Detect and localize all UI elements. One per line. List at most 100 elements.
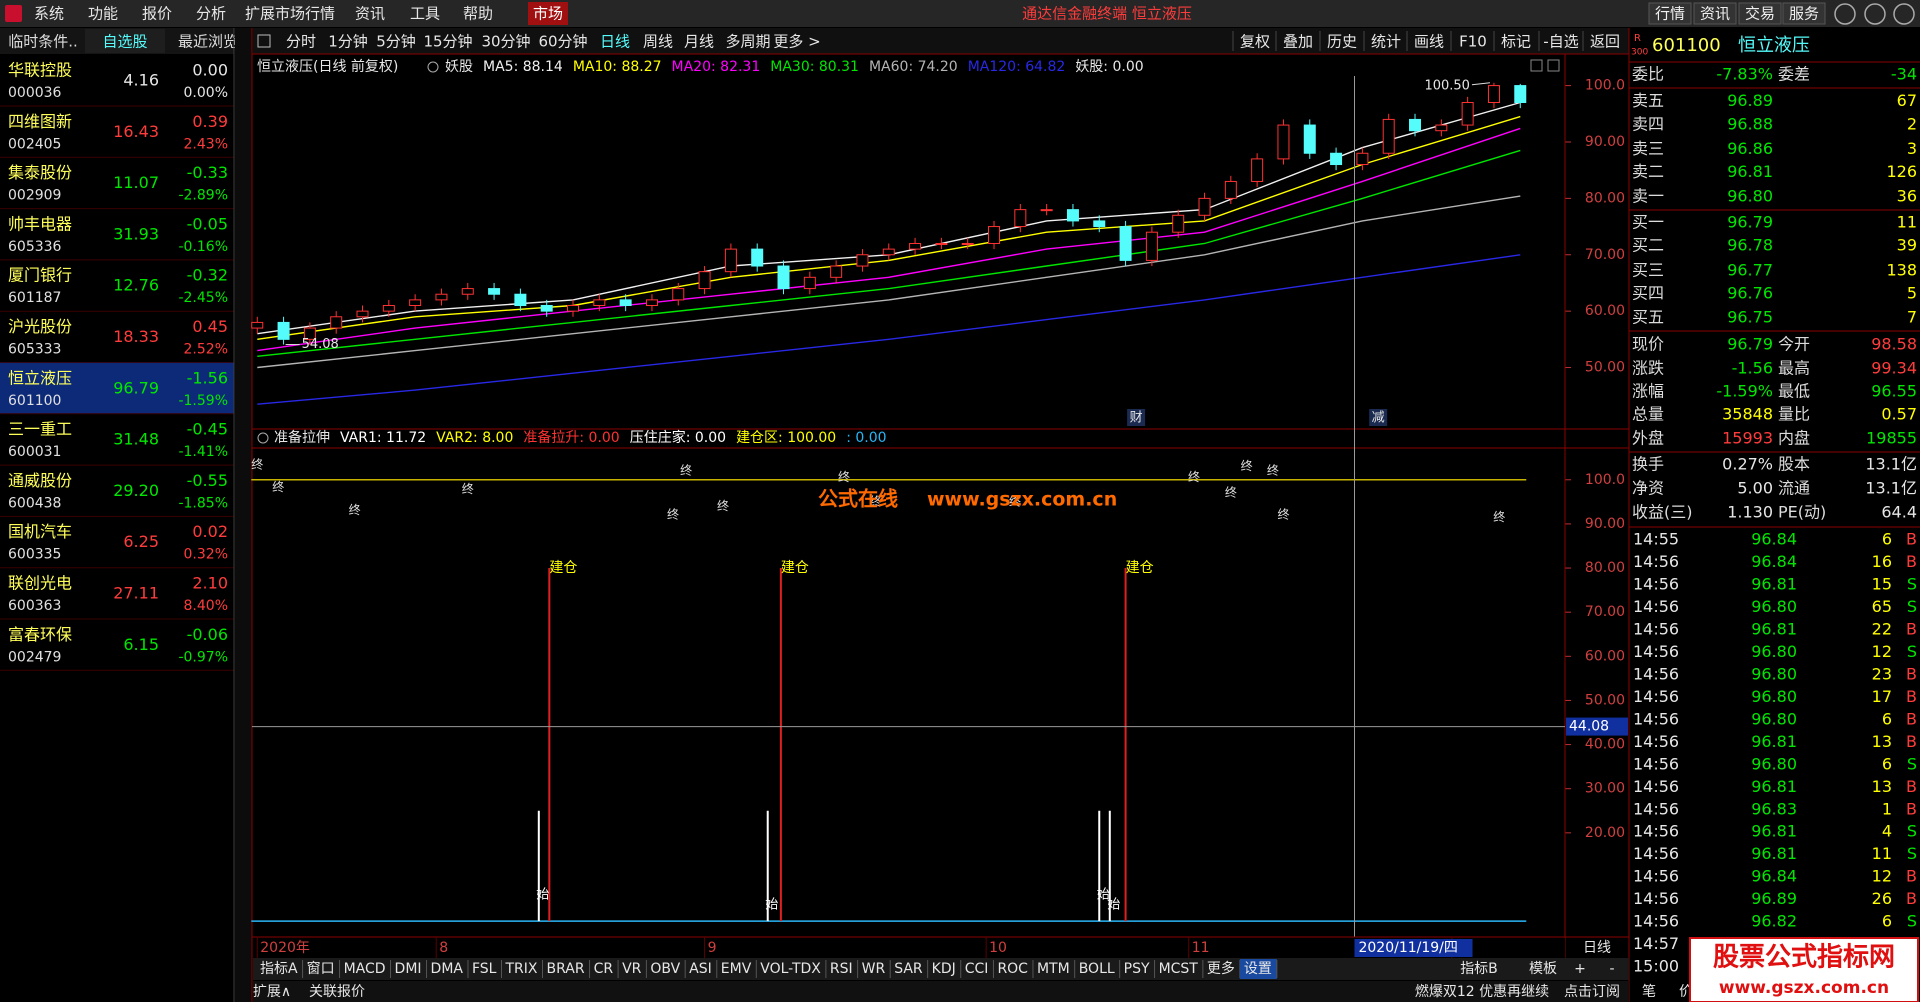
indicator-tab[interactable]: ROC: [997, 961, 1028, 977]
indicator-tab[interactable]: SAR: [894, 961, 923, 977]
subscribe[interactable]: 点击订阅: [1564, 984, 1620, 1000]
ma-line: [257, 195, 1521, 369]
menu-item[interactable]: 报价: [142, 5, 172, 23]
top-button[interactable]: 资讯: [1700, 5, 1730, 23]
indicator-tab[interactable]: -: [1609, 961, 1614, 977]
stock-name[interactable]: 集泰股份: [8, 163, 72, 182]
menu-item[interactable]: 工具: [410, 5, 440, 23]
indicator-tab[interactable]: ASI: [689, 961, 712, 977]
indicator-tab[interactable]: KDJ: [932, 961, 956, 977]
stock-price: 31.93: [113, 224, 159, 243]
menu-item[interactable]: 资讯: [355, 5, 385, 23]
indicator-tab[interactable]: DMA: [431, 961, 464, 977]
period-tab[interactable]: 日线: [600, 33, 630, 51]
window-control[interactable]: [1893, 3, 1915, 25]
watchlist-tab[interactable]: 临时条件..: [8, 33, 78, 51]
period-tab[interactable]: 分时: [286, 33, 316, 51]
toolbar-action[interactable]: 复权: [1240, 33, 1270, 51]
status-item[interactable]: 关联报价: [309, 984, 365, 1000]
indicator-tab[interactable]: BRAR: [546, 961, 584, 977]
period-tab[interactable]: 更多 >: [773, 33, 820, 51]
candle-body: [672, 288, 685, 301]
indicator-tab[interactable]: FSL: [472, 961, 497, 977]
stock-change: 2.10: [192, 574, 228, 593]
corner-watermark-url: www.gszx.com.cn: [1719, 978, 1889, 998]
indicator-tab[interactable]: TRIX: [504, 961, 537, 977]
toolbar-action[interactable]: F10: [1459, 33, 1487, 51]
stock-name[interactable]: 联创光电: [8, 574, 72, 593]
market-tab[interactable]: 市场: [533, 5, 563, 23]
period-tab[interactable]: 1分钟: [328, 33, 368, 51]
watchlist-tab[interactable]: 自选股: [102, 33, 147, 51]
promo[interactable]: 燃爆双12 优惠再继续: [1415, 983, 1549, 1000]
indicator-tab[interactable]: 更多: [1207, 960, 1235, 977]
top-button[interactable]: 服务: [1789, 5, 1819, 23]
indicator-tab[interactable]: 设置: [1244, 961, 1272, 977]
stock-name[interactable]: 华联控股: [8, 61, 72, 80]
toolbar-action[interactable]: 标记: [1501, 33, 1531, 51]
indicator-tab[interactable]: +: [1574, 961, 1586, 977]
indicator-tab[interactable]: VOL-TDX: [760, 961, 821, 977]
window-control[interactable]: [1834, 3, 1856, 25]
indicator-tab[interactable]: 指标A: [260, 961, 298, 977]
indicator-tab[interactable]: CR: [594, 961, 614, 977]
period-tab[interactable]: 5分钟: [376, 33, 416, 51]
indicator-tab[interactable]: MACD: [344, 961, 386, 977]
quote-value: 13.1亿: [1865, 479, 1917, 498]
stock-name[interactable]: 通威股份: [8, 471, 72, 490]
period-tab[interactable]: 30分钟: [481, 33, 530, 51]
stock-name[interactable]: 四维图新: [8, 112, 72, 131]
period-tab[interactable]: 周线: [643, 33, 673, 51]
indicator-tab[interactable]: VR: [622, 961, 642, 977]
indicator-tab[interactable]: BOLL: [1079, 961, 1115, 977]
top-button[interactable]: 行情: [1655, 5, 1685, 23]
period-tab[interactable]: 月线: [684, 33, 714, 51]
indicator-tab[interactable]: DMI: [395, 961, 422, 977]
stock-name[interactable]: 沪光股份: [8, 317, 72, 336]
menu-item[interactable]: 扩展市场行情: [245, 5, 335, 23]
quote-label: 股本: [1778, 455, 1810, 474]
period-tab[interactable]: 15分钟: [423, 33, 472, 51]
legend-entry: MA20: 82.31: [672, 59, 761, 75]
watchlist-row-selected[interactable]: [0, 362, 234, 414]
indicator-tab[interactable]: 指标B: [1460, 961, 1498, 977]
trade-price: 96.84: [1751, 867, 1797, 886]
top-button[interactable]: 交易: [1745, 5, 1775, 23]
watchlist-tab[interactable]: 最近浏览: [178, 33, 238, 51]
period-tab[interactable]: 多周期: [725, 33, 770, 51]
window-control[interactable]: [1864, 3, 1886, 25]
toolbar-action[interactable]: 统计: [1371, 33, 1401, 51]
indicator-tab[interactable]: WR: [862, 961, 886, 977]
stock-name[interactable]: 三一重工: [8, 420, 72, 439]
indicator-tab[interactable]: 窗口: [307, 960, 335, 977]
status-item[interactable]: 笔: [1642, 984, 1656, 1000]
candle-body: [1224, 180, 1237, 199]
stock-name[interactable]: 帅丰电器: [8, 214, 72, 233]
toolbar-action[interactable]: 历史: [1327, 33, 1357, 51]
menu-item[interactable]: 分析: [196, 5, 226, 23]
menu-item[interactable]: 帮助: [463, 5, 493, 23]
indicator-tab[interactable]: CCI: [965, 961, 989, 977]
toolbar-action[interactable]: 画线: [1414, 33, 1444, 51]
menu-item[interactable]: 功能: [88, 5, 118, 23]
indicator-tab[interactable]: PSY: [1124, 961, 1150, 977]
toolbar-action[interactable]: 叠加: [1283, 33, 1313, 51]
indicator-tab[interactable]: OBV: [650, 961, 680, 977]
menu-item[interactable]: 系统: [34, 5, 64, 23]
indicator-tab[interactable]: MTM: [1037, 961, 1070, 977]
status-item[interactable]: 扩展∧: [253, 984, 291, 1000]
stock-name[interactable]: 富春环保: [8, 625, 72, 644]
trade-volume: 6: [1882, 754, 1892, 773]
indicator-tab[interactable]: EMV: [721, 961, 752, 977]
trade-time: 14:56: [1633, 664, 1679, 683]
top-button-bg: [1693, 2, 1737, 25]
stock-name[interactable]: 厦门银行: [8, 266, 72, 285]
indicator-tab[interactable]: 模板: [1529, 961, 1557, 977]
stock-name[interactable]: 国机汽车: [8, 522, 72, 541]
stock-name[interactable]: 恒立液压: [8, 368, 72, 387]
indicator-tab[interactable]: RSI: [830, 961, 853, 977]
indicator-tab[interactable]: MCST: [1159, 961, 1199, 977]
toolbar-action[interactable]: 返回: [1590, 33, 1620, 51]
toolbar-action[interactable]: -自选: [1543, 33, 1578, 51]
period-tab[interactable]: 60分钟: [538, 33, 587, 51]
